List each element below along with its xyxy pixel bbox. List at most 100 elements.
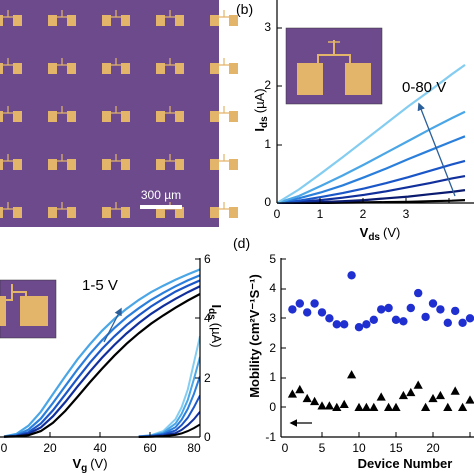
device-array [0, 10, 238, 218]
panel-b-axes [276, 0, 474, 204]
panel-d-points [287, 271, 474, 412]
panel-c-xtick: 20 [43, 441, 57, 455]
mobility-point-blue [391, 315, 401, 324]
mobility-point-black [287, 389, 297, 398]
mobility-point-blue [347, 271, 356, 280]
panel-b-xlabel-unit: (V) [383, 225, 400, 240]
panel-c-curves [3, 268, 200, 438]
panel-d-xticks: 0 5 10 15 20 [282, 441, 440, 455]
micro-device [0, 10, 22, 26]
panel-c-curve [3, 268, 200, 438]
mobility-point-blue [436, 305, 445, 314]
mobility-point-blue [340, 320, 349, 329]
mobility-point-blue [303, 308, 312, 317]
panel-b-ylabel: Ids (µA) [252, 88, 270, 131]
panel-b-xtick: 1 [317, 207, 324, 221]
mobility-point-black [376, 392, 386, 401]
mobility-point-black [369, 402, 379, 412]
mobility-point-black [465, 395, 474, 404]
mobility-point-black [435, 390, 445, 400]
panel-b-xtick: 0 [274, 207, 281, 221]
panel-b-xlabel-sub: ds [368, 232, 380, 243]
mobility-point-blue [458, 318, 467, 327]
panel-c-curve [3, 293, 200, 438]
mobility-point-black [339, 399, 349, 409]
mobility-point-black [347, 370, 357, 379]
panel-d-mobility-chart: (d) Mobility (cm²V⁻¹S⁻¹) -1 0 1 2 3 4 5 [233, 235, 474, 471]
panel-c-ylabel: Ids (µA) [206, 304, 224, 347]
mobility-point-black [458, 402, 468, 412]
panel-b-arrow [417, 102, 456, 197]
micro-device [210, 202, 238, 218]
mobility-point-black [295, 384, 305, 394]
micro-device [210, 106, 238, 122]
panel-c-ytick: 0 [204, 430, 211, 444]
micro-device [210, 10, 238, 26]
panel-d-label: (d) [233, 235, 250, 251]
mobility-point-blue [384, 303, 393, 313]
micro-device [0, 202, 22, 218]
micro-device [102, 202, 130, 218]
panel-c-ylabel-unit: (µA) [209, 323, 224, 348]
micro-device [0, 58, 22, 74]
panel-b-xticks: 0 1 2 3 [274, 207, 410, 221]
mobility-point-blue [369, 315, 378, 324]
panel-b-label: (b) [236, 1, 253, 17]
mobility-point-black [391, 402, 401, 412]
mobility-point-blue [362, 320, 371, 329]
micro-device [48, 58, 76, 74]
panel-d-xtick: 5 [319, 441, 326, 455]
panel-c-xlabel-sub: g [81, 463, 87, 474]
panel-b-ylabel-main: I [252, 128, 267, 132]
micro-device [48, 106, 76, 122]
panel-c-xlabel-main: V [72, 456, 81, 471]
panel-b-xlabel-main: V [360, 225, 369, 240]
mobility-point-blue [332, 320, 341, 329]
panel-c-axes [0, 258, 201, 438]
mobility-point-black [384, 402, 394, 412]
mobility-point-black [443, 402, 453, 412]
panel-b-ytick: 2 [264, 78, 271, 92]
panel-d-ytick: 1 [269, 370, 276, 384]
panel-c-arrow [103, 307, 122, 343]
panel-b-ylabel-unit: (µA) [252, 88, 267, 113]
panel-c-curve [3, 285, 200, 438]
svg-text:Mobility(cm²V⁻¹S⁻¹): Mobility (cm²V⁻¹S⁻¹) [247, 274, 262, 398]
panel-d-ytick: 5 [269, 252, 276, 266]
mobility-point-blue [317, 308, 327, 317]
panel-c-annotation: 1-5 V [82, 277, 118, 294]
panel-b-xtick: 3 [403, 207, 410, 221]
mobility-point-blue [377, 305, 386, 314]
scale-bar [140, 205, 182, 209]
mobility-point-blue [414, 288, 423, 298]
panel-d-ylabel-main: Mobility [247, 348, 262, 398]
mobility-point-black [317, 401, 327, 410]
panel-d-xtick: 10 [352, 441, 366, 455]
panel-d-ytick: 4 [269, 281, 276, 295]
panel-c-xtick: 80 [187, 441, 201, 455]
mobility-point-black [398, 390, 408, 400]
panel-d-ytick: -1 [265, 430, 276, 444]
panel-b-annotation: 0-80 V [402, 79, 446, 96]
mobility-point-black [354, 402, 364, 412]
panel-c-transfer-chart: 1-5 V 0 2 4 6 Ids(µA) 0 20 40 60 80 Vg (V… [0, 252, 224, 474]
mobility-point-blue [428, 299, 438, 308]
mobility-point-black [450, 386, 460, 395]
mobility-point-blue [406, 303, 415, 313]
panel-c-ytick: 2 [204, 371, 211, 385]
panel-b-ytick: 3 [264, 20, 271, 34]
panel-b-ylabel-sub: ds [259, 116, 270, 128]
panel-d-ytick: 0 [269, 400, 276, 414]
mobility-point-blue [451, 306, 460, 316]
mobility-point-black [324, 401, 334, 410]
panel-b-inset [285, 27, 383, 105]
mobility-point-black [302, 393, 312, 403]
mobility-point-blue [399, 317, 408, 326]
micro-device [156, 154, 184, 170]
panel-c-xticks: 0 20 40 60 80 [1, 441, 201, 455]
panel-b-ytick: 1 [264, 137, 271, 151]
panel-d-ytick: 3 [269, 311, 276, 325]
micro-device [210, 58, 238, 74]
mobility-point-black [421, 402, 431, 412]
